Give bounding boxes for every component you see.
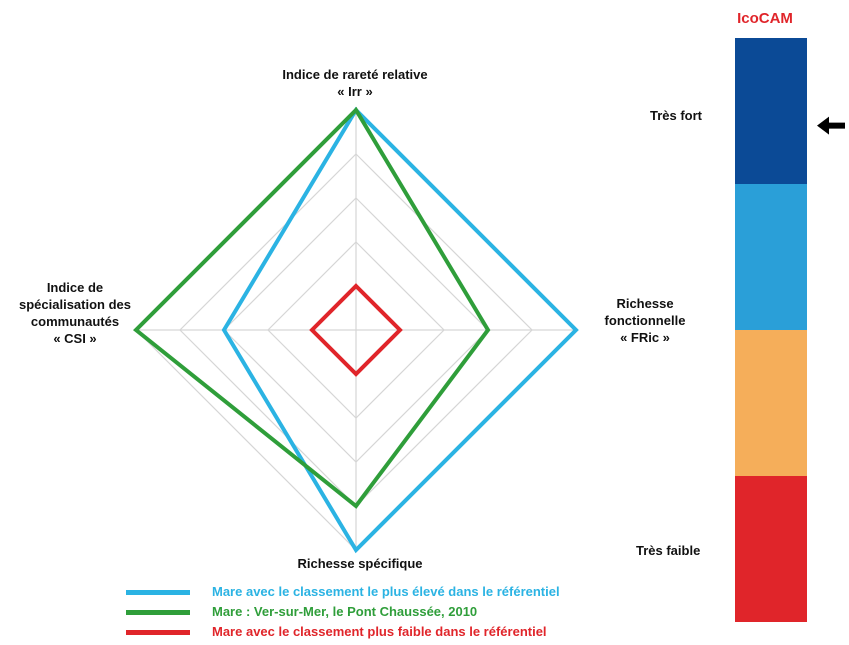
series-polygon-0: [221, 106, 579, 554]
axis-label-richesse-specifique: Richesse spécifique: [260, 555, 460, 572]
series-polygon-2: [309, 283, 403, 377]
axis-label-fric: Richesse fonctionnelle « FRic »: [575, 295, 715, 346]
series-polygon-1: [133, 106, 491, 509]
axis-label-line: « FRic »: [620, 330, 670, 345]
legend-label: Mare avec le classement plus faible dans…: [212, 624, 547, 639]
legend-item: Mare avec le classement plus faible dans…: [120, 622, 680, 642]
legend-item: Mare : Ver-sur-Mer, le Pont Chaussée, 20…: [120, 602, 680, 622]
axis-label-line: Indice de: [46, 280, 104, 295]
scale-title: IcoCAM: [737, 10, 793, 27]
legend-label: Mare : Ver-sur-Mer, le Pont Chaussée, 20…: [212, 604, 478, 619]
axis-label-line: « Irr »: [337, 84, 373, 99]
axis-label-irr: Indice de rareté relative « Irr »: [255, 66, 455, 100]
legend: Mare avec le classement le plus élevé da…: [120, 582, 680, 642]
legend-item: Mare avec le classement le plus élevé da…: [120, 582, 680, 602]
axis-label-line: Richesse spécifique: [297, 556, 423, 571]
axis-label-line: communautés: [30, 314, 120, 329]
axis-label-line: Richesse: [616, 296, 674, 311]
legend-label: Mare avec le classement le plus élevé da…: [212, 584, 560, 599]
scale-bottom-label: Très faible: [636, 543, 701, 558]
axis-label-line: Indice de rareté relative: [282, 67, 428, 82]
axis-label-line: « CSI »: [53, 331, 97, 346]
axis-label-line: fonctionnelle: [604, 313, 686, 328]
scale-top-label: Très fort: [650, 108, 703, 123]
axis-label-line: spécialisation des: [19, 297, 131, 312]
legend-swatch: [126, 590, 190, 595]
legend-swatch: [126, 630, 190, 635]
axis-label-csi: Indice de spécialisation des communautés…: [10, 279, 140, 347]
legend-swatch: [126, 610, 190, 615]
